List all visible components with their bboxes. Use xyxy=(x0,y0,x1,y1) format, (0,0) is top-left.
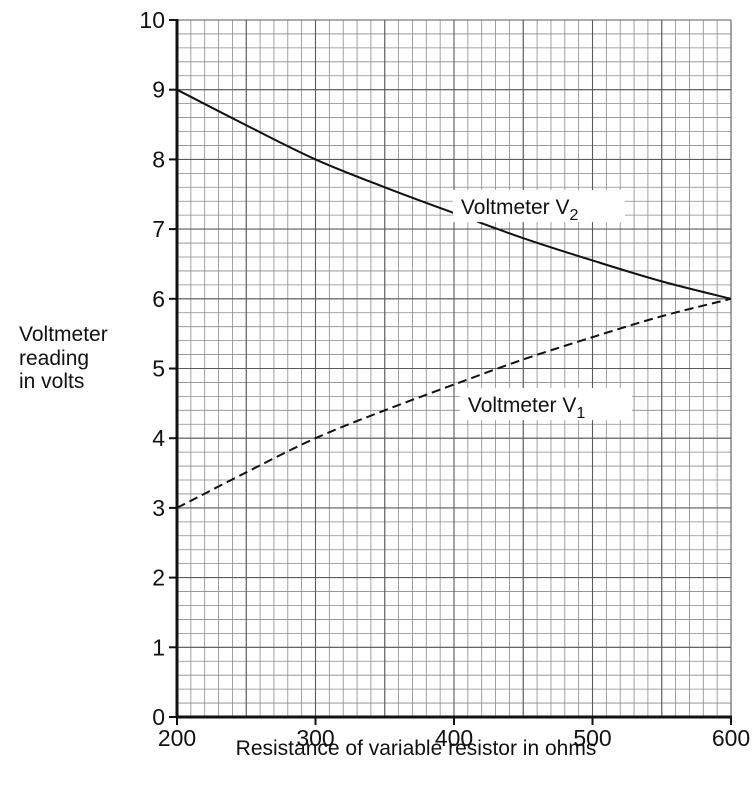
series-annotations: Voltmeter V2 Voltmeter V1 xyxy=(452,190,632,422)
x-tick-label: 400 xyxy=(435,725,473,751)
x-tick-label: 500 xyxy=(573,725,611,751)
y-tick-label: 10 xyxy=(139,7,165,33)
axes xyxy=(169,19,732,725)
series-line-v1 xyxy=(176,297,732,509)
x-tick-label: 300 xyxy=(296,725,334,751)
y-tick-label: 8 xyxy=(152,146,165,172)
y-tick-label: 3 xyxy=(152,495,165,521)
y-tick-label: 4 xyxy=(152,425,165,451)
annotation-background xyxy=(459,388,632,421)
y-tick-label: 2 xyxy=(152,565,165,591)
y-tick-label: 1 xyxy=(152,634,165,660)
y-axis-label-line: Voltmeter xyxy=(19,323,108,346)
y-tick-label: 9 xyxy=(152,77,165,103)
series-annotation-label: Voltmeter V2 xyxy=(461,196,579,224)
series-annotation-label: Voltmeter V1 xyxy=(468,394,586,422)
y-axis-label-line: in volts xyxy=(19,370,85,393)
y-tick-label: 6 xyxy=(152,286,165,312)
annotation-background xyxy=(452,190,625,223)
x-tick-label: 200 xyxy=(158,725,196,751)
y-tick-label: 7 xyxy=(152,216,165,242)
tick-labels: 0 1 2 3 4 5 6 7 8 9 10 200 300 400 500 600 xyxy=(139,7,750,751)
y-tick-label: 0 xyxy=(152,704,165,730)
y-axis-label-line: reading xyxy=(19,346,90,370)
x-tick-label: 600 xyxy=(712,725,750,751)
x-axis-label: Resistance of variable resistor in ohms xyxy=(235,737,597,760)
y-axis-label: Voltmeter reading in volts xyxy=(19,323,108,394)
y-tick-label: 5 xyxy=(152,356,165,382)
